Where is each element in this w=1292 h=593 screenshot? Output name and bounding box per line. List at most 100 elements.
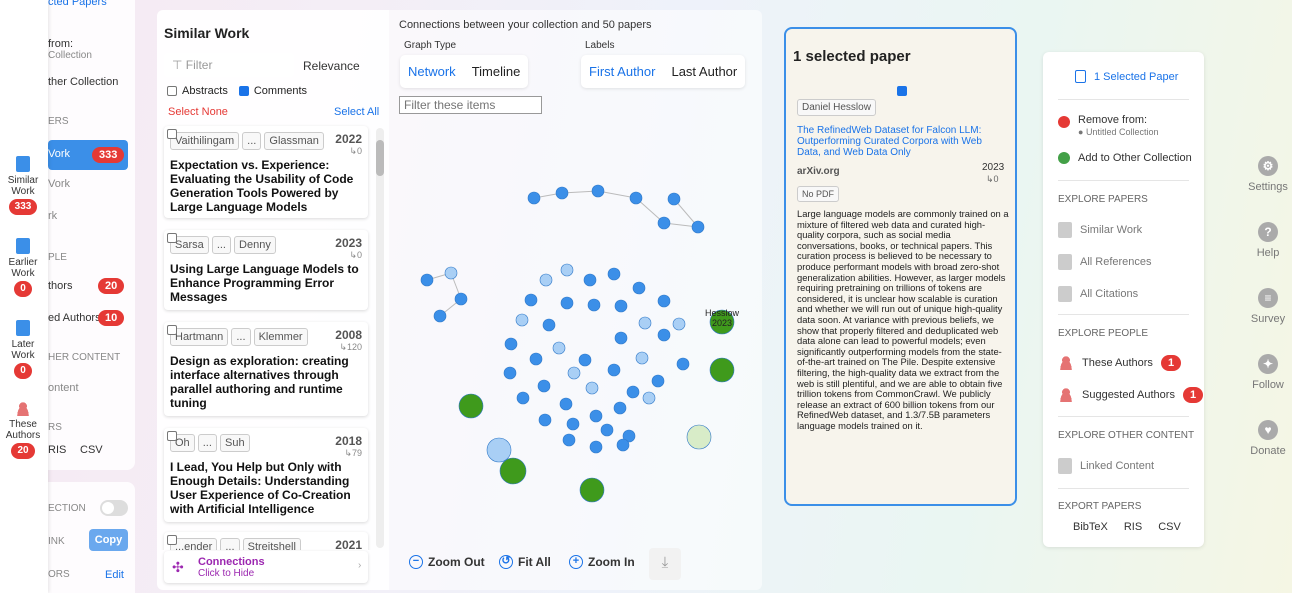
sort-select[interactable]: Relevance [303, 59, 360, 73]
similar-work-button[interactable]: Similar Work [1058, 222, 1142, 238]
author-chip[interactable]: Glassman [264, 132, 324, 150]
selected-paper-title[interactable]: The RefinedWeb Dataset for Falcon LLM: O… [797, 125, 982, 158]
these-authors-button[interactable]: These Authors 1 [1058, 355, 1182, 371]
rail-earlier-work[interactable]: Earlier Work 0 [0, 238, 46, 297]
paper-checkbox[interactable] [167, 233, 177, 243]
tab-last-author[interactable]: Last Author [671, 64, 738, 79]
graph-node[interactable] [486, 437, 512, 463]
paper-checkbox[interactable] [167, 535, 177, 545]
graph-node[interactable] [657, 294, 671, 308]
ris-button[interactable]: RIS [1123, 521, 1143, 533]
author-chip[interactable]: Suh [219, 434, 250, 452]
bg-ris[interactable]: RIS [48, 444, 67, 456]
graph-node[interactable] [589, 409, 603, 423]
author-chip[interactable]: ... [197, 434, 217, 452]
settings-button[interactable]: ⚙ Settings [1244, 156, 1292, 193]
graph-node[interactable] [567, 366, 581, 380]
selected-author-chip[interactable]: Daniel Hesslow [797, 99, 876, 116]
abstracts-toggle[interactable]: Abstracts Comments [167, 85, 307, 97]
graph-node[interactable] [607, 267, 621, 281]
graph-node[interactable] [591, 184, 605, 198]
download-icon[interactable]: ⤓ [649, 548, 681, 580]
graph-node[interactable] [499, 457, 527, 485]
add-collection-button[interactable]: Add to Other Collection [1058, 152, 1192, 164]
graph-node[interactable] [542, 318, 556, 332]
graph-node[interactable] [562, 433, 576, 447]
list-scrollbar[interactable] [376, 128, 384, 548]
paper-checkbox[interactable] [167, 129, 177, 139]
graph-node[interactable] [614, 299, 628, 313]
author-chip[interactable]: ... [220, 538, 240, 550]
all-references-button[interactable]: All References [1058, 254, 1152, 270]
graph-node[interactable] [676, 357, 690, 371]
graph-node[interactable] [622, 429, 636, 443]
graph-node[interactable] [560, 296, 574, 310]
graph-node[interactable] [667, 192, 681, 206]
bg-later[interactable]: rk [48, 210, 58, 222]
graph-node[interactable] [458, 393, 484, 419]
author-chip[interactable]: Hartmann [170, 328, 229, 346]
rail-similar-work[interactable]: Similar Work 333 [0, 156, 46, 215]
bg-similar-work-item[interactable]: Vork 333 [48, 140, 128, 170]
graph-node[interactable] [651, 374, 665, 388]
graph-node[interactable] [444, 266, 458, 280]
bibtex-button[interactable]: BibTeX [1073, 521, 1108, 533]
graph-node[interactable] [686, 424, 712, 450]
graph-node[interactable] [515, 313, 529, 327]
suggested-authors-button[interactable]: Suggested Authors 1 [1058, 387, 1204, 403]
linked-content-button[interactable]: Linked Content [1058, 458, 1154, 474]
network-graph[interactable]: Hesslow 2023 [389, 120, 762, 520]
bg-selected-papers[interactable]: cted Papers [48, 0, 107, 8]
graph-node[interactable] [657, 328, 671, 342]
help-button[interactable]: ? Help [1244, 222, 1292, 259]
graph-node[interactable] [566, 417, 580, 431]
graph-node[interactable] [527, 191, 541, 205]
author-chip[interactable]: ... [242, 132, 262, 150]
graph-node[interactable] [616, 438, 630, 452]
selected-count-button[interactable]: 1 Selected Paper [1075, 70, 1178, 83]
graph-node[interactable] [503, 366, 517, 380]
graph-node[interactable] [524, 293, 538, 307]
graph-node[interactable] [691, 220, 705, 234]
bg-these-authors[interactable]: thors [48, 280, 73, 292]
bg-toggle[interactable] [100, 500, 128, 516]
graph-node[interactable] [642, 391, 656, 405]
graph-node[interactable] [529, 352, 543, 366]
remove-from-button[interactable]: Remove from: ● Untitled Collection [1058, 114, 1158, 138]
graph-node[interactable] [552, 341, 566, 355]
graph-node[interactable] [613, 401, 627, 415]
bg-earlier[interactable]: Vork [48, 178, 71, 190]
bg-linked[interactable]: ontent [48, 382, 79, 394]
author-chip[interactable]: ... [211, 236, 231, 254]
fit-all-button[interactable]: ↺ Fit All [499, 555, 551, 569]
graph-node[interactable] [433, 309, 447, 323]
list-item[interactable]: Oh ... Suh 2018 ↳79 I Lead, You Help but … [164, 428, 368, 522]
graph-node[interactable] [454, 292, 468, 306]
graph-node[interactable] [583, 273, 597, 287]
graph-node[interactable] [578, 353, 592, 367]
author-chip[interactable]: ... [231, 328, 251, 346]
connections-toggle[interactable]: ✣ Connections Click to Hide › [164, 551, 368, 583]
list-item[interactable]: Sarsa ... Denny 2023 ↳0 Using Large Langu… [164, 230, 368, 310]
graph-node[interactable] [672, 317, 686, 331]
graph-node[interactable] [538, 413, 552, 427]
filter-input[interactable]: ⊤ Filter [164, 53, 294, 77]
graph-node[interactable] [626, 385, 640, 399]
list-item[interactable]: Vaithilingam ... Glassman 2022 ↳0 Expecta… [164, 126, 368, 218]
graph-node[interactable] [420, 273, 434, 287]
graph-node[interactable] [709, 357, 735, 383]
graph-node[interactable] [629, 191, 643, 205]
tab-timeline[interactable]: Timeline [471, 64, 521, 79]
csv-button[interactable]: CSV [1158, 521, 1181, 533]
graph-node[interactable] [614, 331, 628, 345]
graph-node[interactable] [516, 391, 530, 405]
graph-node[interactable] [585, 381, 599, 395]
graph-node[interactable] [600, 423, 614, 437]
graph-node[interactable] [539, 273, 553, 287]
graph-node[interactable] [709, 309, 735, 335]
graph-node[interactable] [560, 263, 574, 277]
select-all-link[interactable]: Select All [334, 106, 380, 118]
graph-node[interactable] [587, 298, 601, 312]
follow-button[interactable]: ✦ Follow [1244, 354, 1292, 391]
zoom-in-button[interactable]: + Zoom In [569, 555, 635, 569]
